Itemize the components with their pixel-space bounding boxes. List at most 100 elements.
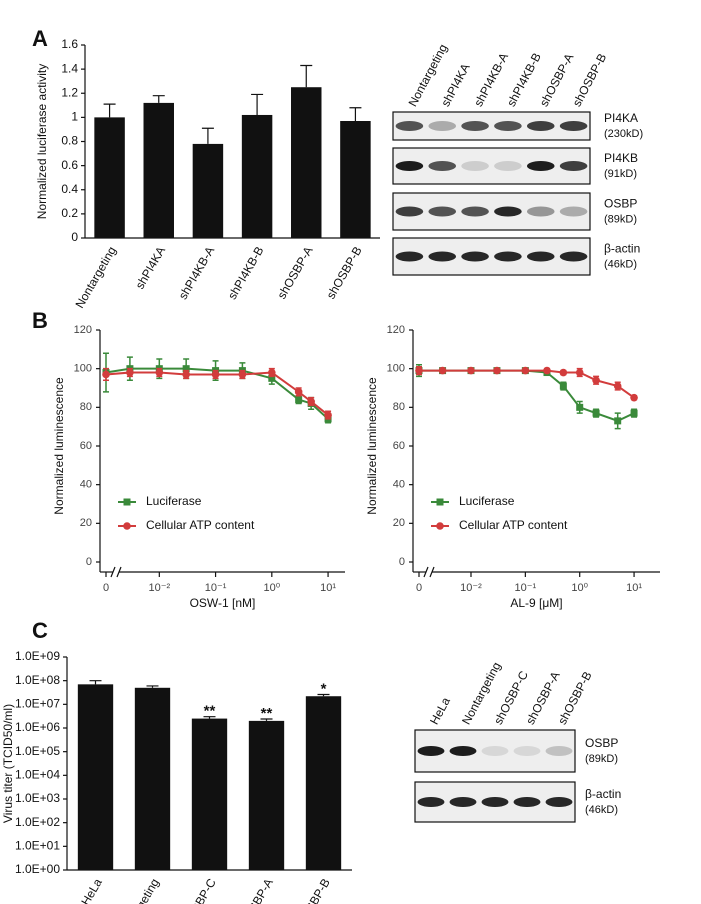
point: [268, 374, 276, 382]
point: [576, 403, 584, 411]
point: [126, 368, 134, 377]
size-label: (91kD): [604, 168, 637, 180]
y-tick-label: 0.8: [61, 134, 78, 148]
band: [559, 161, 588, 171]
point: [295, 396, 303, 404]
x-tick-label: 0: [416, 582, 422, 594]
point: [238, 370, 247, 379]
x-tick-label: shOSBP-B: [292, 876, 333, 904]
error-bar: [103, 103, 116, 118]
significance: *: [321, 680, 327, 697]
point: [294, 388, 303, 396]
y-tick-label: 1.0E+07: [15, 697, 60, 711]
point: [559, 382, 567, 390]
point: [592, 376, 600, 385]
y-tick-label: 0.6: [61, 158, 78, 172]
x-tick-label: 10⁻¹: [514, 582, 536, 594]
band: [526, 251, 555, 262]
y-tick-label: 1.2: [61, 85, 78, 99]
band: [395, 206, 424, 217]
y-tick-label: 1.0E+03: [15, 791, 60, 805]
point: [543, 366, 551, 375]
series-line: [419, 369, 635, 422]
point: [493, 366, 501, 375]
point: [467, 366, 475, 375]
band: [494, 121, 522, 131]
x-tick-label: shOSBP-A: [235, 876, 276, 904]
y-axis-label: Normalized luminescence: [52, 377, 66, 515]
protein-label: OSBP: [604, 197, 637, 211]
point: [613, 382, 622, 390]
band: [428, 251, 457, 262]
x-tick-label: 10⁰: [263, 582, 280, 594]
error-bar: [349, 107, 362, 121]
band: [395, 251, 424, 262]
legend-marker: [123, 522, 131, 530]
x-tick-label: shOSBP-C: [177, 876, 219, 904]
bar: [241, 114, 273, 238]
point: [559, 368, 568, 377]
y-tick-label: 80: [80, 401, 92, 413]
x-tick-label: shPI4KA: [133, 244, 168, 291]
point: [182, 365, 190, 373]
bar: [305, 696, 342, 870]
protein-label: PI4KA: [604, 111, 638, 125]
y-tick-label: 1.0E+06: [15, 720, 60, 734]
band: [461, 121, 489, 131]
error-bar: [251, 93, 264, 115]
series-line: [105, 367, 329, 420]
band: [494, 161, 522, 171]
protein-label: OSBP: [585, 736, 618, 750]
bar: [248, 720, 285, 870]
bar: [134, 687, 171, 870]
x-tick-label: shOSBP-A: [274, 244, 315, 301]
y-tick-label: 1.0E+01: [15, 839, 60, 853]
blot-frame: [392, 237, 591, 276]
point: [102, 370, 110, 379]
bar: [94, 117, 125, 238]
band: [395, 161, 424, 171]
legend-label: Luciferase: [146, 494, 202, 508]
band: [559, 121, 588, 131]
y-tick-label: 60: [80, 440, 92, 452]
blot-frame: [392, 111, 591, 141]
size-label: (89kD): [585, 753, 618, 765]
point: [575, 368, 584, 377]
x-tick-label: 10⁻²: [460, 582, 482, 594]
y-tick-label: 40: [80, 479, 92, 491]
size-label: (46kD): [604, 258, 637, 270]
x-tick-label: Nontargeting: [115, 876, 161, 904]
band: [559, 206, 588, 217]
band: [494, 206, 522, 217]
y-tick-label: 1.0E+08: [15, 673, 60, 687]
error-bar: [260, 718, 273, 721]
lane-label: HeLa: [427, 695, 453, 727]
x-tick-label: 10⁻²: [148, 582, 170, 594]
band: [461, 206, 489, 217]
blot-frame: [392, 192, 591, 231]
size-label: (230kD): [604, 128, 643, 140]
band: [526, 161, 555, 171]
y-tick-label: 1.0E+05: [15, 744, 60, 758]
panel-letter: A: [32, 26, 48, 51]
bar: [77, 684, 114, 870]
protein-label: β-actin: [585, 787, 621, 801]
panel-letter: B: [32, 308, 48, 333]
point: [415, 366, 423, 375]
y-tick-label: 120: [74, 324, 92, 336]
point: [211, 370, 220, 379]
x-tick-label: 10¹: [626, 582, 642, 594]
point: [155, 368, 164, 377]
x-axis-label: OSW-1 [nM]: [190, 596, 256, 610]
error-bar: [300, 64, 313, 88]
band: [428, 206, 457, 217]
protein-label: β-actin: [604, 242, 640, 256]
legend-marker: [436, 498, 444, 506]
legend-marker: [123, 498, 131, 506]
point: [630, 393, 638, 402]
y-axis-label: Normalized luciferase activity: [35, 64, 49, 219]
size-label: (46kD): [585, 804, 618, 816]
y-tick-label: 1.0E+02: [15, 815, 60, 829]
x-tick-label: 10¹: [320, 582, 336, 594]
y-tick-label: 0.4: [61, 182, 78, 196]
